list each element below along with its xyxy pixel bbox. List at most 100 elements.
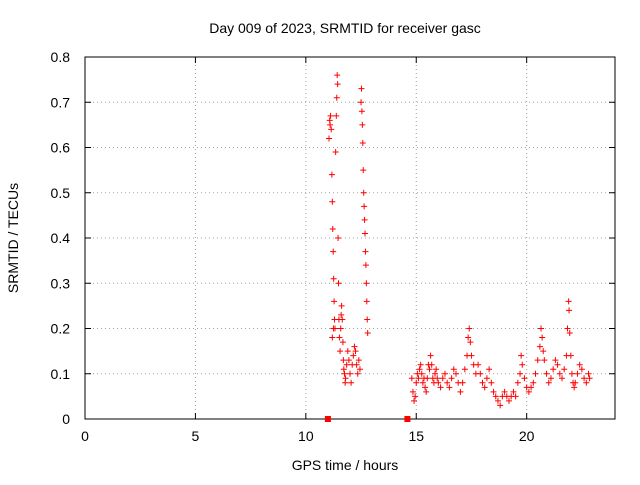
data-point	[572, 379, 579, 386]
data-point	[354, 370, 361, 377]
data-point	[519, 361, 526, 368]
data-point	[329, 198, 336, 205]
data-point	[574, 370, 581, 377]
data-point	[586, 375, 593, 382]
data-point	[446, 384, 453, 391]
data-point	[486, 366, 493, 373]
data-point	[490, 388, 497, 395]
data-point	[525, 388, 532, 395]
y-tick-label: 0.7	[51, 94, 71, 110]
data-point	[517, 370, 524, 377]
data-point	[576, 361, 583, 368]
data-point	[441, 370, 448, 377]
x-tick-label: 10	[298, 428, 314, 444]
data-point	[439, 375, 446, 382]
data-point	[419, 379, 426, 386]
data-point	[352, 348, 359, 355]
data-point	[411, 397, 418, 404]
data-point	[327, 121, 334, 128]
data-point	[356, 366, 363, 373]
data-point	[344, 348, 351, 355]
data-point	[550, 366, 557, 373]
x-axis-label: GPS time / hours	[292, 457, 399, 473]
data-point	[468, 352, 475, 359]
data-point	[409, 388, 416, 395]
data-point	[360, 167, 367, 174]
data-point	[329, 334, 336, 341]
x-tick-label: 5	[192, 428, 200, 444]
y-tick-label: 0.6	[51, 140, 71, 156]
data-point	[351, 343, 358, 350]
data-point	[512, 393, 519, 400]
data-point	[518, 352, 525, 359]
x-tick-label: 0	[81, 428, 89, 444]
data-point	[331, 298, 338, 305]
data-point	[353, 361, 360, 368]
data-point	[332, 149, 339, 156]
data-point	[364, 330, 371, 337]
data-point	[359, 139, 366, 146]
data-point	[541, 357, 548, 364]
data-point	[335, 235, 342, 241]
data-point	[506, 397, 512, 404]
data-point	[532, 370, 539, 377]
data-point	[567, 352, 574, 359]
data-point	[510, 388, 517, 395]
data-point	[492, 393, 499, 400]
data-point	[538, 325, 545, 332]
data-point	[329, 225, 336, 232]
data-point	[413, 379, 420, 386]
data-point	[408, 375, 415, 382]
data-point	[494, 397, 501, 404]
data-point	[360, 189, 367, 196]
data-point	[453, 370, 459, 377]
data-point	[428, 361, 435, 368]
data-point	[554, 361, 561, 368]
data-point	[559, 375, 565, 382]
chart-title: Day 009 of 2023, SRMTID for receiver gas…	[209, 20, 481, 36]
y-tick-label: 0.5	[51, 185, 71, 201]
data-point	[358, 85, 365, 92]
data-point	[358, 99, 365, 106]
data-point	[483, 375, 490, 382]
data-point	[481, 384, 488, 391]
data-point	[330, 248, 337, 255]
data-point	[583, 379, 590, 386]
data-point	[423, 388, 430, 395]
data-point	[427, 352, 434, 359]
data-point	[415, 375, 422, 382]
data-point	[335, 280, 342, 287]
y-tick-label: 0.4	[51, 230, 71, 246]
data-point	[334, 81, 341, 88]
data-point	[333, 112, 340, 119]
data-point	[362, 248, 369, 255]
data-point	[465, 334, 472, 341]
baseline-square-marker	[324, 416, 331, 422]
data-point	[552, 357, 559, 364]
data-point	[340, 357, 347, 364]
data-point	[418, 370, 425, 377]
data-point	[561, 366, 568, 373]
y-tick-label: 0.1	[51, 366, 71, 382]
data-point	[339, 316, 346, 323]
data-point	[536, 343, 543, 350]
data-point	[444, 379, 451, 386]
data-point	[355, 357, 362, 364]
data-point	[338, 311, 345, 318]
data-point	[326, 135, 333, 142]
y-tick-label: 0.3	[51, 275, 71, 291]
data-point	[585, 370, 592, 377]
data-point	[556, 370, 563, 377]
data-point	[333, 94, 340, 101]
data-point	[342, 375, 349, 382]
data-point	[565, 298, 572, 305]
data-point	[337, 325, 344, 332]
data-point	[361, 203, 368, 210]
data-point	[432, 370, 439, 377]
data-point	[568, 370, 575, 377]
data-point	[330, 325, 337, 332]
data-marks-layer	[324, 72, 593, 422]
data-point	[363, 298, 370, 305]
data-point	[340, 366, 347, 373]
data-point	[457, 388, 464, 395]
